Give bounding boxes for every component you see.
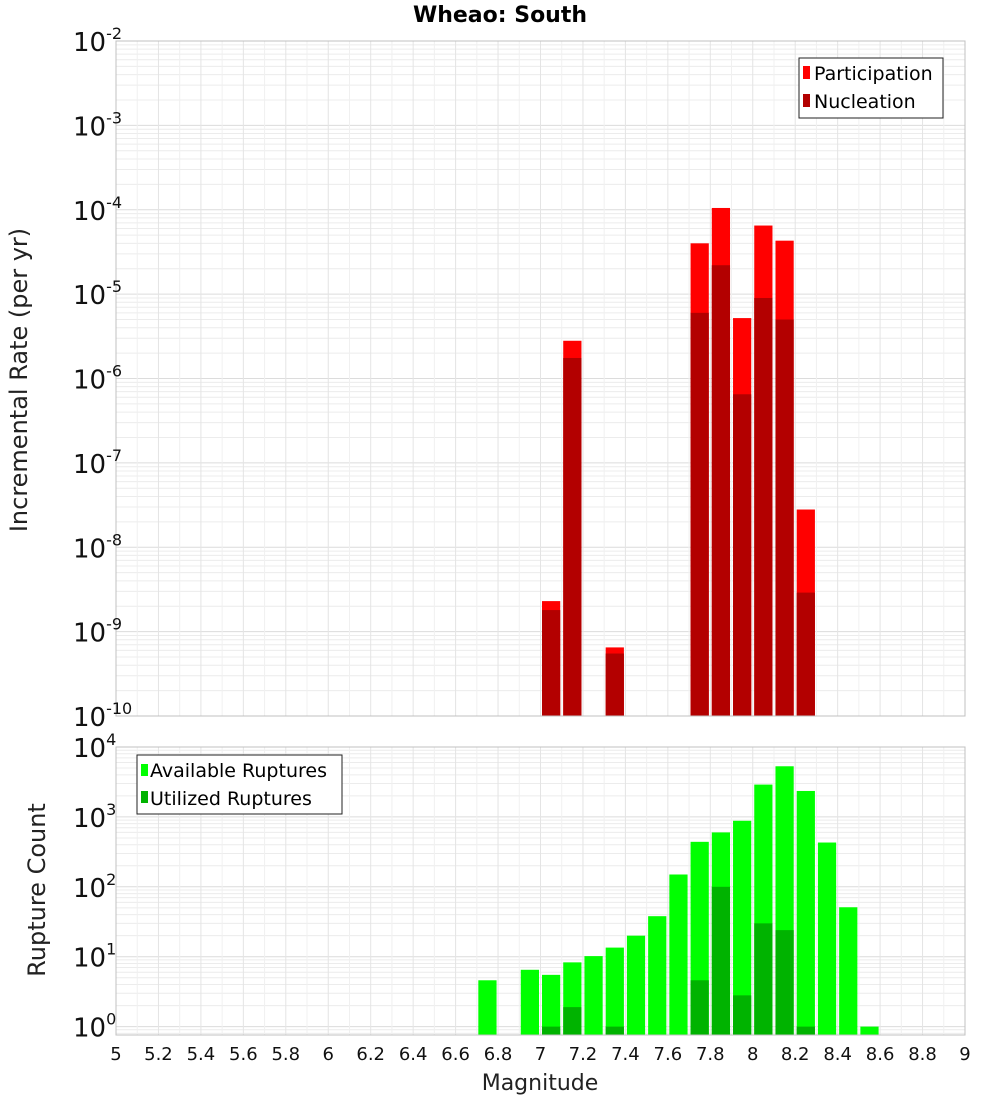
count-legend: Available Ruptures Utilized Ruptures (136, 754, 343, 815)
x-tick-label: 7.4 (611, 1044, 640, 1065)
rate-y-tick-label: 10-9 (73, 615, 122, 649)
x-tick-label: 6.8 (484, 1044, 513, 1065)
count-bar-utilized-ruptures (733, 995, 752, 1035)
rate-bar-nucleation (711, 265, 731, 716)
legend-participation: Participation (814, 63, 933, 85)
rate-y-tick-labels: 10-2 10-3 10-4 10-5 10-6 10-7 10-8 10-9 10-10 (73, 24, 132, 733)
legend-nucleation: Nucleation (814, 91, 916, 113)
legend-available: Available Ruptures (150, 760, 327, 782)
x-tick-label: 5 (110, 1044, 121, 1065)
rate-bars (542, 207, 815, 717)
participation-swatch (803, 66, 810, 79)
nucleation-swatch (803, 94, 810, 107)
x-tick-label: 7 (535, 1044, 546, 1065)
count-bar-available-ruptures (839, 907, 858, 1035)
x-tick-label: 9 (959, 1044, 970, 1065)
rate-legend-box (798, 57, 944, 119)
rate-y-tick-label: 10-4 (73, 193, 122, 227)
chart-title: Wheao: South (413, 3, 587, 28)
count-bar-utilized-ruptures (754, 923, 773, 1035)
rate-gridlines (115, 41, 966, 717)
rate-y-tick-label: 10-8 (73, 530, 122, 564)
rate-bar-nucleation (690, 312, 709, 716)
count-y-tick-labels: 104 103 102 101 100 (73, 730, 116, 1044)
available-swatch (141, 764, 148, 776)
count-bar-available-ruptures (584, 956, 603, 1035)
x-tick-label: 8.8 (908, 1044, 937, 1065)
rate-y-tick-label: 10-6 (73, 362, 122, 396)
count-y-tick-label: 104 (73, 730, 116, 764)
count-bar-available-ruptures (542, 974, 561, 1035)
legend-utilized: Utilized Ruptures (150, 788, 312, 810)
count-bar-utilized-ruptures (690, 980, 709, 1035)
count-bar-available-ruptures (669, 874, 688, 1035)
count-bar-utilized-ruptures (563, 1007, 582, 1035)
count-legend-box (136, 754, 343, 815)
x-tick-label: 5.2 (144, 1044, 173, 1065)
x-tick-label: 7.2 (569, 1044, 598, 1065)
x-tick-label: 8.6 (866, 1044, 895, 1065)
rate-bar-nucleation (754, 297, 773, 716)
count-y-tick-label: 102 (73, 870, 116, 904)
x-tick-label: 8.4 (823, 1044, 852, 1065)
x-axis-label: Magnitude (482, 1071, 599, 1096)
x-tick-label: 8.2 (781, 1044, 810, 1065)
rate-y-tick-label: 10-5 (73, 277, 122, 311)
count-bar-available-ruptures (520, 969, 539, 1035)
count-bar-available-ruptures (860, 1026, 879, 1035)
x-tick-label: 5.4 (187, 1044, 216, 1065)
count-bar-available-ruptures (733, 820, 752, 1035)
count-y-tick-label: 103 (73, 800, 116, 834)
x-tick-labels: 5 5.2 5.4 5.6 5.8 6 6.2 6.4 6.6 6.8 7 7.2 7.4 7.6 7.8 8… (110, 1044, 970, 1065)
rate-y-axis-label: Incremental Rate (per yr) (5, 228, 33, 532)
x-tick-label: 7.6 (654, 1044, 683, 1065)
rate-y-tick-label: 10-2 (73, 24, 122, 58)
count-bar-available-ruptures (817, 842, 837, 1035)
x-tick-label: 5.8 (271, 1044, 300, 1065)
x-tick-label: 5.6 (229, 1044, 258, 1065)
count-bar-utilized-ruptures (542, 1026, 561, 1035)
rate-bar-nucleation (796, 592, 815, 716)
count-bar-utilized-ruptures (775, 930, 794, 1035)
rate-y-tick-label: 10-3 (73, 108, 122, 142)
rate-bar-nucleation (733, 394, 752, 716)
count-y-tick-label: 100 (73, 1010, 116, 1044)
x-tick-label: 6 (323, 1044, 334, 1065)
x-tick-label: 6.2 (356, 1044, 385, 1065)
count-bar-available-ruptures (796, 790, 815, 1035)
count-bar-available-ruptures (605, 947, 624, 1035)
rate-y-tick-label: 10-10 (73, 699, 132, 733)
x-tick-label: 6.4 (399, 1044, 428, 1065)
count-plot-border (115, 746, 966, 1036)
rate-bar-nucleation (542, 610, 561, 716)
x-tick-label: 6.6 (441, 1044, 470, 1065)
x-tick-label: 7.8 (696, 1044, 725, 1065)
count-y-axis-label: Rupture Count (23, 803, 51, 977)
rate-plot-border (115, 40, 966, 717)
count-y-tick-label: 101 (73, 940, 116, 974)
count-bar-utilized-ruptures (711, 886, 731, 1035)
rate-bar-nucleation (563, 357, 582, 716)
count-bar-available-ruptures (478, 980, 497, 1035)
utilized-swatch (141, 791, 148, 803)
x-tick-label: 8 (747, 1044, 758, 1065)
count-bars (478, 766, 879, 1035)
rate-bar-nucleation (605, 653, 624, 716)
rate-legend: Participation Nucleation (798, 57, 944, 119)
count-bar-utilized-ruptures (605, 1026, 624, 1035)
count-bar-available-ruptures (648, 916, 667, 1035)
count-bar-utilized-ruptures (796, 1026, 815, 1035)
count-bar-available-ruptures (626, 935, 646, 1035)
rate-y-tick-label: 10-7 (73, 446, 122, 480)
rate-bar-nucleation (775, 319, 794, 716)
